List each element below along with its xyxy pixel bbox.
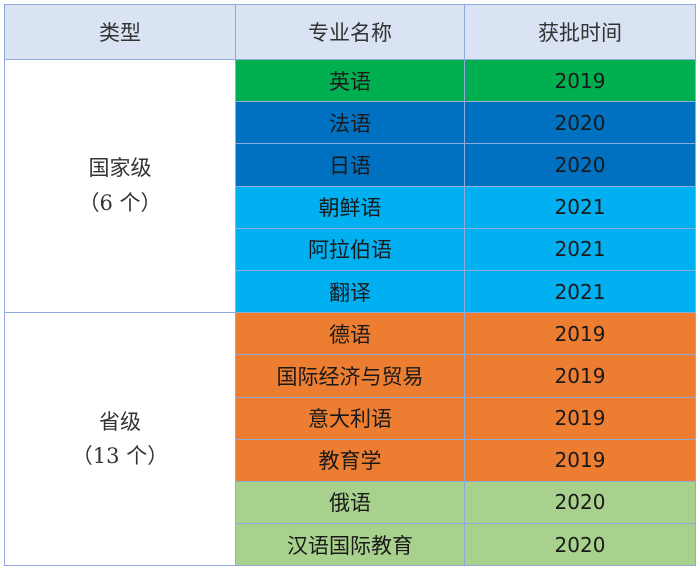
major-name-cell: 翻译 bbox=[235, 269, 465, 314]
approval-year-cell: 2019 bbox=[464, 58, 696, 103]
major-name-cell: 阿拉伯语 bbox=[235, 227, 465, 271]
type-label: 国家级 bbox=[88, 156, 152, 181]
table-row: 国际经济与贸易 2019 bbox=[5, 354, 696, 398]
type-label: 省级 bbox=[99, 409, 141, 434]
table-row: 阿拉伯语 2021 bbox=[5, 227, 696, 271]
majors-table: 类型 专业名称 获批时间 国家级 （6 个） 英语 2019 法语 2020 日语 2020 朝… bbox=[4, 4, 696, 567]
type-cell: 国家级 （6 个） bbox=[4, 58, 236, 314]
header-type: 类型 bbox=[4, 4, 236, 60]
type-cell: 省级 （13 个） bbox=[4, 312, 236, 567]
approval-year-cell: 2021 bbox=[464, 269, 696, 314]
major-name-cell: 意大利语 bbox=[235, 396, 465, 440]
major-name-cell: 英语 bbox=[235, 58, 465, 103]
approval-year-cell: 2020 bbox=[464, 101, 696, 145]
major-name-cell: 教育学 bbox=[235, 438, 465, 482]
approval-year-cell: 2021 bbox=[464, 227, 696, 271]
major-name-cell: 日语 bbox=[235, 143, 465, 187]
table-row: 翻译 2021 bbox=[5, 269, 696, 314]
type-count: （13 个） bbox=[71, 444, 169, 469]
table-header: 类型 专业名称 获批时间 bbox=[4, 4, 696, 60]
major-name-cell: 汉语国际教育 bbox=[235, 523, 465, 567]
table-row: 国家级 （6 个） 英语 2019 bbox=[4, 58, 696, 314]
header-year: 获批时间 bbox=[464, 4, 696, 60]
header-major: 专业名称 bbox=[235, 4, 465, 60]
major-name-cell: 国际经济与贸易 bbox=[235, 354, 465, 398]
table-body: 国家级 （6 个） 英语 2019 法语 2020 日语 2020 朝鲜语 2021 阿拉伯语 202… bbox=[4, 58, 696, 567]
table-row: 朝鲜语 2021 bbox=[5, 185, 696, 229]
approval-year-cell: 2020 bbox=[464, 143, 696, 187]
approval-year-cell: 2020 bbox=[464, 523, 696, 567]
type-count: （6 个） bbox=[78, 191, 162, 216]
approval-year-cell: 2020 bbox=[464, 480, 696, 525]
table-row: 意大利语 2019 bbox=[5, 396, 696, 440]
approval-year-cell: 2019 bbox=[464, 312, 696, 356]
major-name-cell: 德语 bbox=[235, 312, 465, 356]
major-name-cell: 朝鲜语 bbox=[235, 185, 465, 229]
table-row: 法语 2020 bbox=[5, 101, 696, 145]
table-row: 省级 （13 个） 德语 2019 bbox=[4, 312, 696, 567]
header-row: 类型 专业名称 获批时间 bbox=[4, 4, 696, 60]
table-container: 类型 专业名称 获批时间 国家级 （6 个） 英语 2019 法语 2020 日语 2020 朝… bbox=[4, 4, 696, 567]
approval-year-cell: 2019 bbox=[464, 438, 696, 482]
major-name-cell: 法语 bbox=[235, 101, 465, 145]
major-name-cell: 俄语 bbox=[235, 480, 465, 525]
approval-year-cell: 2021 bbox=[464, 185, 696, 229]
approval-year-cell: 2019 bbox=[464, 396, 696, 440]
approval-year-cell: 2019 bbox=[464, 354, 696, 398]
table-row: 汉语国际教育 2020 bbox=[5, 523, 696, 567]
